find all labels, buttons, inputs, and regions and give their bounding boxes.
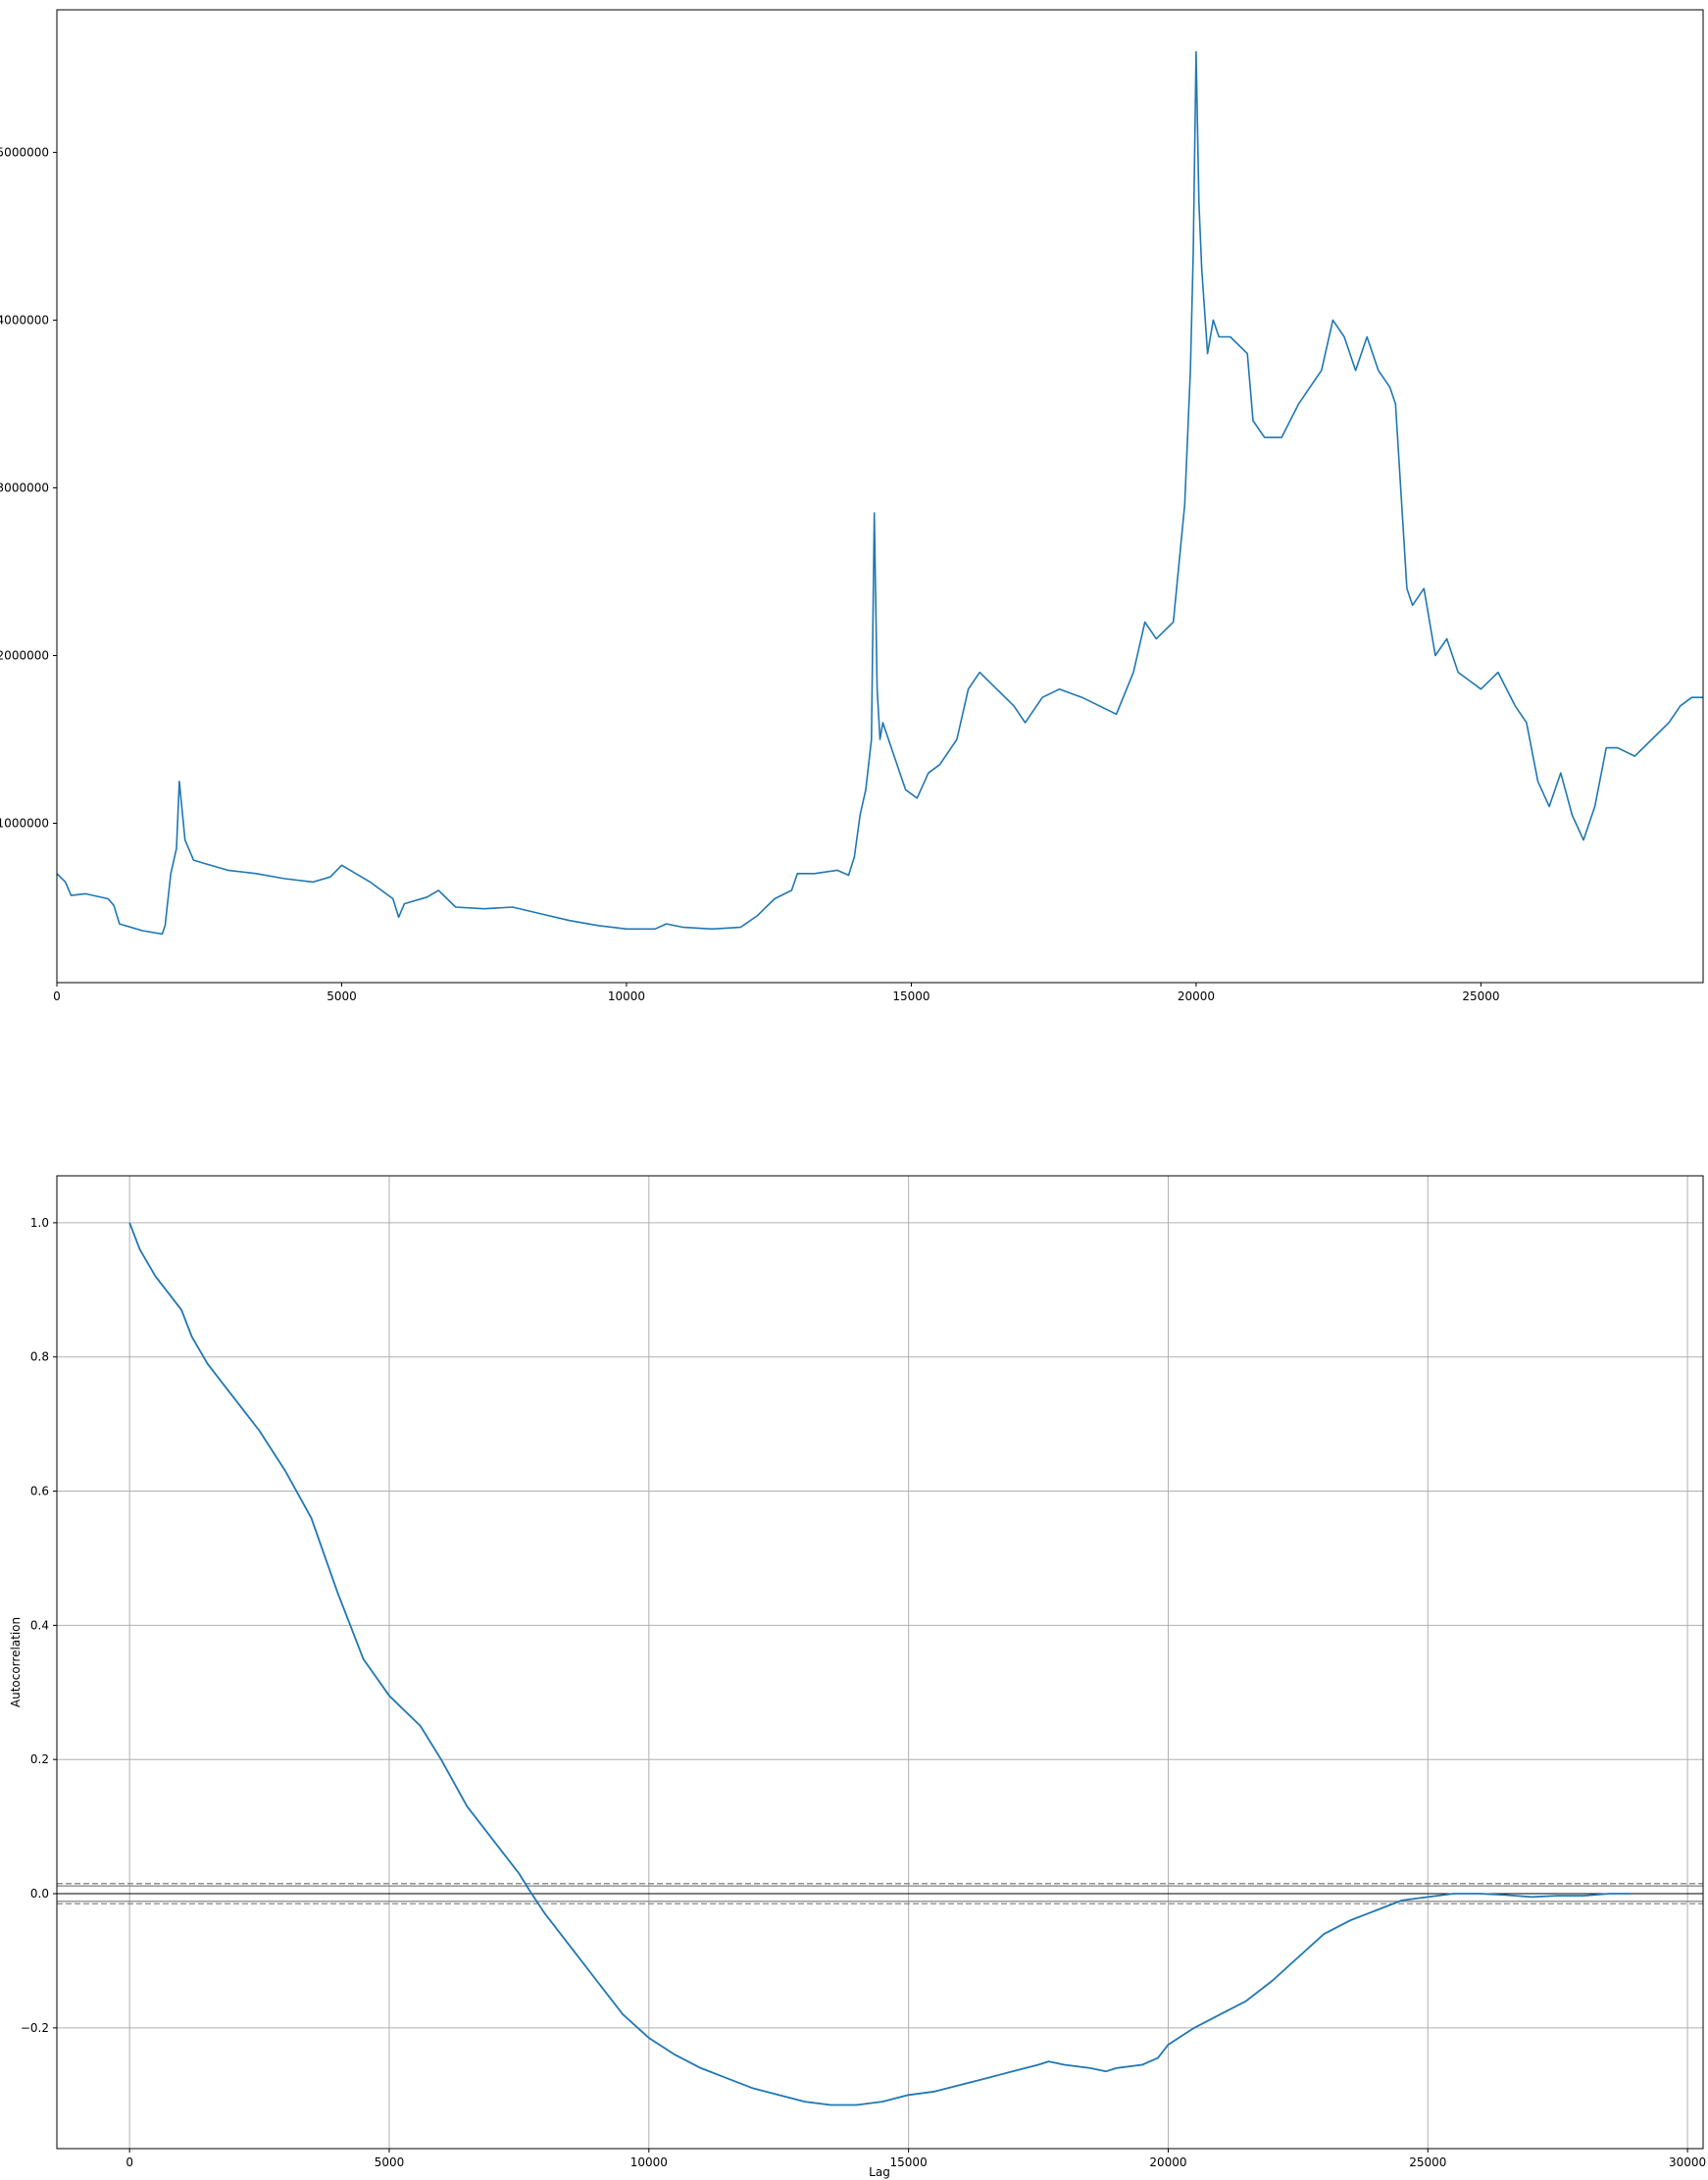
- x-tick-label: 15000: [890, 2155, 928, 2169]
- x-axis-ticks: 0 5000 10000 15000 20000 25000 30000: [126, 2149, 1706, 2169]
- plot-area-background: [57, 10, 1703, 983]
- y-tick-label: 3000000: [0, 481, 49, 494]
- x-tick-label: 5000: [375, 2155, 405, 2169]
- price-series-plot: 0 5000 10000 15000 20000 25000 1000000 2000000…: [0, 9, 1704, 1003]
- y-tick-label: 0.8: [30, 1350, 49, 1364]
- y-tick-label: 2000000: [0, 648, 49, 662]
- x-tick-label: 25000: [1409, 2155, 1446, 2169]
- x-tick-label: 25000: [1462, 989, 1499, 1003]
- gridlines: [57, 1176, 1703, 2149]
- y-tick-label: 5000000: [0, 145, 49, 159]
- confidence-bands: [57, 1883, 1703, 1904]
- y-tick-label: 0.0: [30, 1887, 49, 1901]
- x-tick-label: 15000: [892, 989, 929, 1003]
- y-axis-label: Autocorrelation: [9, 1617, 23, 1707]
- x-axis-label: Lag: [869, 2165, 890, 2179]
- y-tick-label: 1.0: [30, 1216, 49, 1230]
- y-tick-label: 0.4: [30, 1618, 49, 1632]
- y-tick-label: 0.6: [30, 1485, 49, 1498]
- x-tick-label: 0: [126, 2155, 133, 2169]
- x-tick-label: 20000: [1178, 989, 1215, 1003]
- data-line: [56, 51, 1703, 936]
- x-axis-ticks: 0 5000 10000 15000 20000 25000: [53, 983, 1500, 1003]
- x-tick-label: 30000: [1669, 2155, 1706, 2169]
- plot-area-frame: [56, 1175, 1704, 2150]
- x-tick-label: 10000: [608, 989, 645, 1003]
- y-tick-label: 1000000: [0, 817, 49, 831]
- x-tick-label: 5000: [327, 989, 357, 1003]
- y-tick-label: 4000000: [0, 313, 49, 327]
- autocorrelation-plot: 0 5000 10000 15000 20000 25000 30000 −0.2 0.0 0.…: [9, 1175, 1706, 2179]
- y-axis-ticks: 1000000 2000000 3000000 4000000 5000000: [0, 145, 57, 831]
- x-tick-label: 20000: [1149, 2155, 1186, 2169]
- y-tick-label: 0.2: [30, 1752, 49, 1766]
- y-axis-ticks: −0.2 0.0 0.2 0.4 0.6 0.8 1.0: [21, 1216, 57, 2035]
- y-tick-label: −0.2: [21, 2021, 49, 2035]
- autocorrelation-line: [128, 1222, 1631, 2106]
- plot-area-background: [57, 1176, 1703, 2149]
- x-tick-label: 0: [53, 989, 61, 1003]
- plot-area-frame: [56, 9, 1704, 984]
- x-tick-label: 10000: [630, 2155, 668, 2169]
